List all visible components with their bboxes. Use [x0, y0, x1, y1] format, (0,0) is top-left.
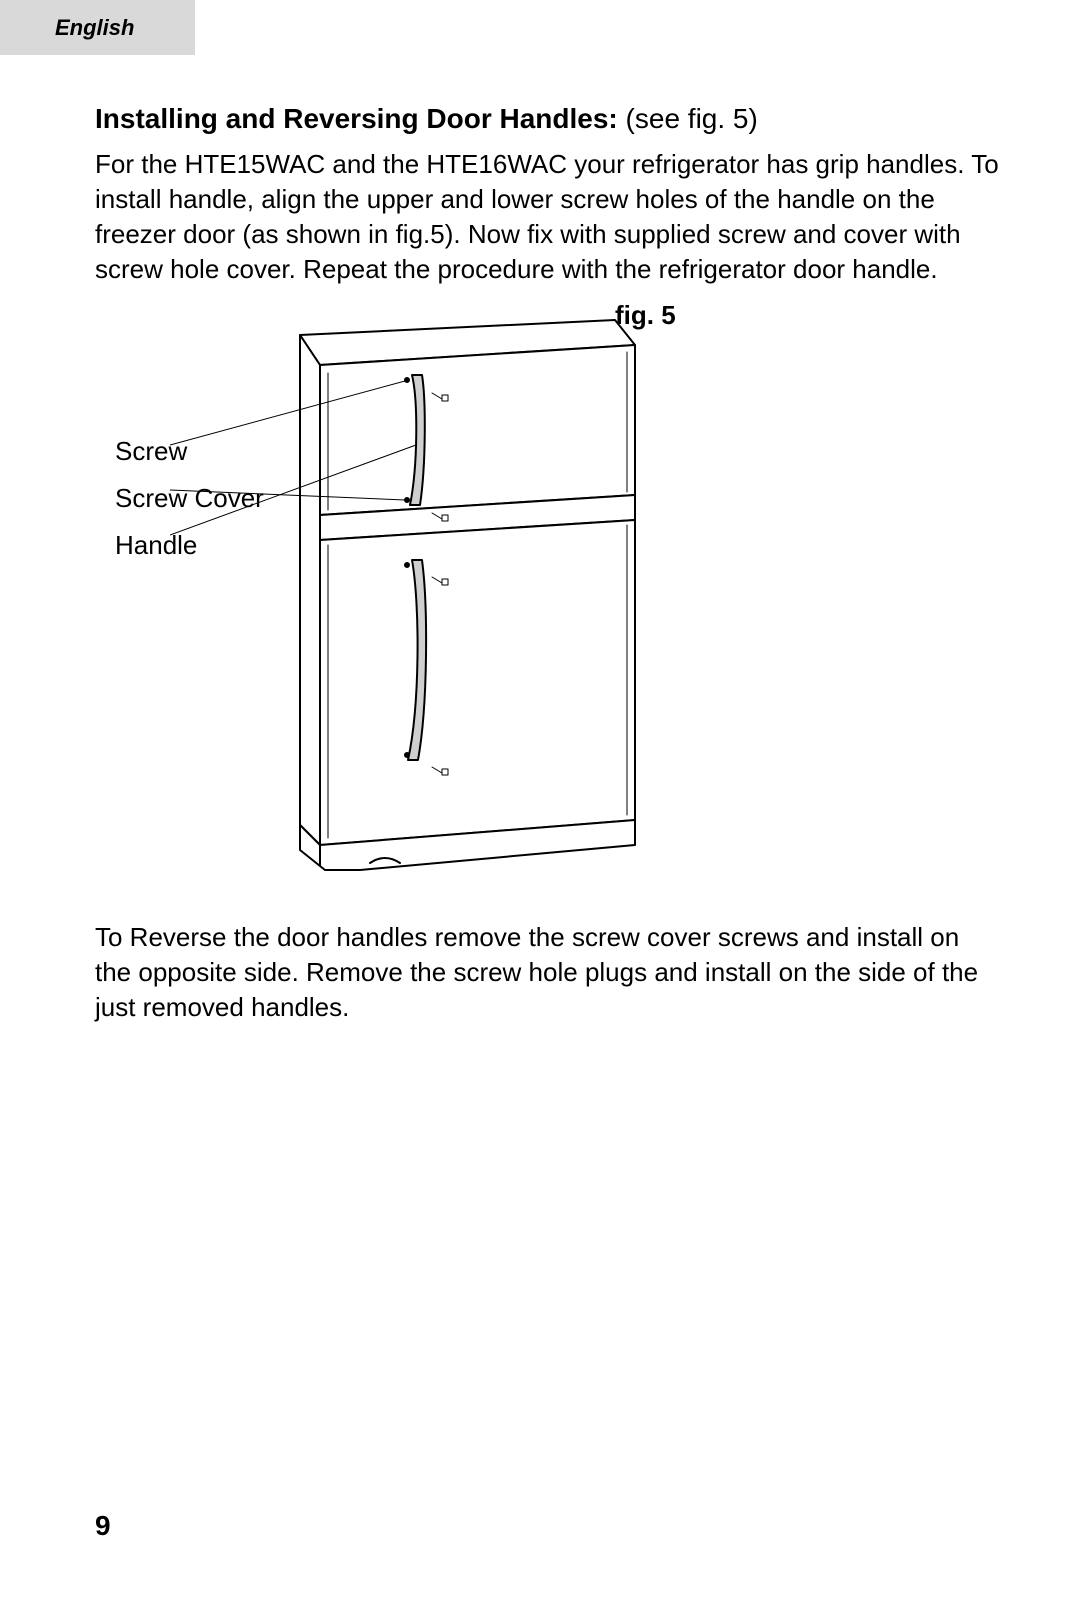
language-tab: English: [0, 0, 195, 55]
heading-bold-text: Installing and Reversing Door Handles:: [95, 103, 626, 134]
reverse-paragraph: To Reverse the door handles remove the s…: [95, 920, 1000, 1025]
refrigerator-diagram: [170, 305, 670, 885]
intro-paragraph: For the HTE15WAC and the HTE16WAC your r…: [95, 147, 1000, 287]
language-label: English: [55, 15, 134, 41]
heading-plain-text: (see fig. 5): [626, 103, 758, 134]
section-heading: Installing and Reversing Door Handles: (…: [95, 100, 995, 138]
page-number: 9: [95, 1510, 111, 1542]
manual-page: English Installing and Reversing Door Ha…: [0, 0, 1080, 1618]
